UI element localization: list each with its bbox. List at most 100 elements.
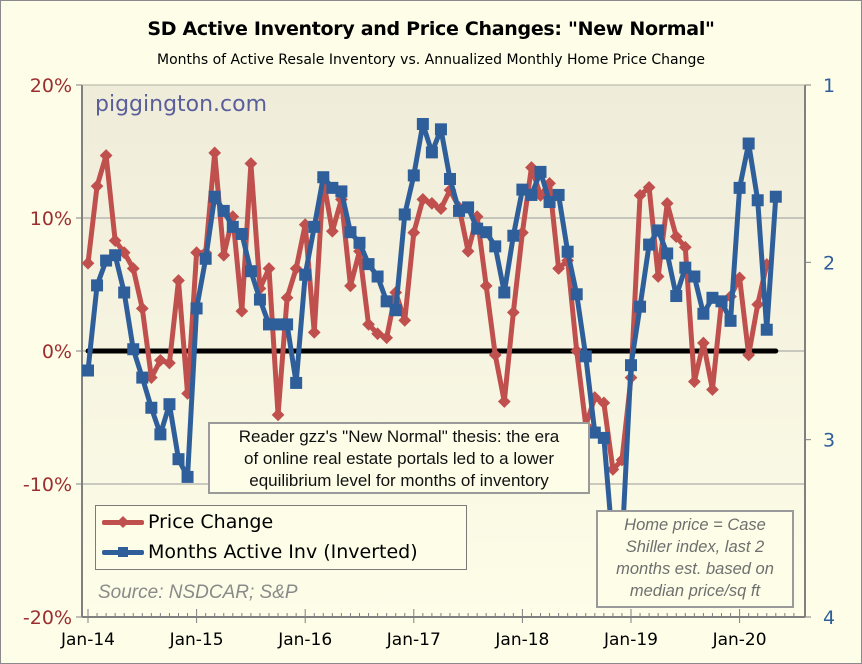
legend-item-months-inventory: Months Active Inv (Inverted) [102,539,418,565]
inventory-point [272,318,285,331]
inventory-point [724,314,737,327]
x-tick-label: Jan-19 [603,630,658,650]
chart-subtitle: Months of Active Resale Inventory vs. An… [156,52,706,68]
inventory-point [588,426,601,439]
legend-label: Price Change [148,511,274,533]
inventory-point [208,190,221,203]
inventory-point [543,196,556,209]
left-tick-label: 10% [30,208,72,230]
chart-title: SD Active Inventory and Price Changes: "… [147,18,715,40]
price-point [163,356,176,370]
price-point [434,202,448,216]
price-point [416,193,430,206]
price-point [398,314,412,327]
inventory-point [688,270,701,283]
thesis-line: equilibrium level for months of inventor… [249,471,549,490]
price-point [461,244,475,258]
inventory-point [552,188,565,201]
inventory-point [407,169,420,182]
thesis-line: of online real estate portals led to a l… [244,449,554,468]
inventory-point [127,343,140,356]
inventory-point [697,307,710,320]
inventory-point [389,304,402,317]
inventory-point [353,236,366,249]
inventory-point [525,188,538,201]
note-line: Home price = Case [624,516,766,534]
inventory-point [679,261,692,274]
legend-swatch-blue [102,545,144,559]
inventory-point [453,204,466,217]
price-point [90,179,104,193]
price-point [172,274,185,287]
price-point [362,318,375,331]
x-tick-label: Jan-14 [60,630,115,650]
price-point [371,327,384,341]
right-tick-label: 1 [823,75,835,97]
left-tick-label: 0% [42,341,72,363]
inventory-point [109,249,122,262]
inventory-point [317,171,330,184]
left-tick-label: -10% [23,474,72,496]
inventory-point [670,290,683,303]
inventory-point [733,181,746,194]
price-point [325,224,339,238]
price-point [244,157,258,170]
x-tick-label: Jan-20 [712,630,767,650]
price-point [425,197,439,210]
inventory-point [154,428,167,441]
inventory-point [769,190,782,203]
price-point [307,326,321,339]
inventory-point [163,398,176,411]
inventory-point [181,470,194,483]
inventory-point [145,401,158,414]
inventory-point [570,288,583,301]
price-point [407,226,421,239]
inventory-point [434,123,447,136]
note-line: Shiller index, last 2 [625,538,765,556]
legend-label: Months Active Inv (Inverted) [148,541,418,563]
price-point [497,395,511,408]
methodology-note: Home price = Case Shiller index, last 2 … [596,510,794,608]
inventory-point [425,146,438,159]
inventory-point [190,302,203,315]
inventory-point [534,165,547,178]
inventory-point [100,254,113,267]
inventory-point [371,270,384,283]
inventory-point [299,268,312,281]
inventory-point [625,359,637,372]
inventory-point [652,224,665,237]
price-point [262,262,276,275]
inventory-point [634,300,647,313]
inventory-point [579,350,592,363]
price-point [235,304,249,318]
inventory-point [398,208,411,221]
price-point [126,262,140,275]
inventory-point [597,431,610,444]
note-line: months est. based on [616,560,774,578]
inventory-point [715,295,728,308]
inventory-point [172,453,185,466]
note-line: median price/sq ft [629,582,761,600]
inventory-point [516,183,529,196]
inventory-point [507,229,520,242]
inventory-point [380,295,393,308]
inventory-point [199,252,212,265]
thesis-annotation: Reader gzz's "New Normal" thesis: the er… [208,422,590,494]
inventory-point [742,137,755,150]
inventory-point [462,201,475,214]
price-point [82,256,95,270]
inventory-point [217,204,230,217]
inventory-point [444,172,456,185]
x-tick-label: Jan-15 [169,630,224,650]
right-tick-label: 2 [823,252,835,274]
inventory-point [489,240,502,253]
inventory-point [706,291,719,304]
inventory-point [760,323,773,336]
inventory-point [244,265,257,278]
price-point [488,348,502,362]
inventory-point [253,293,266,306]
price-point [208,146,222,160]
inventory-point [308,220,321,233]
inventory-point [751,194,764,207]
inventory-point [326,181,339,194]
